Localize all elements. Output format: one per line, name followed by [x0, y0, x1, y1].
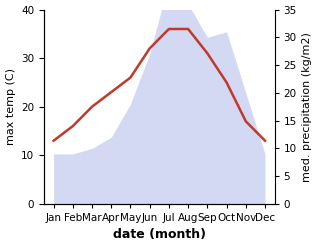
- Y-axis label: max temp (C): max temp (C): [5, 68, 16, 145]
- X-axis label: date (month): date (month): [113, 228, 206, 242]
- Y-axis label: med. precipitation (kg/m2): med. precipitation (kg/m2): [302, 32, 313, 182]
